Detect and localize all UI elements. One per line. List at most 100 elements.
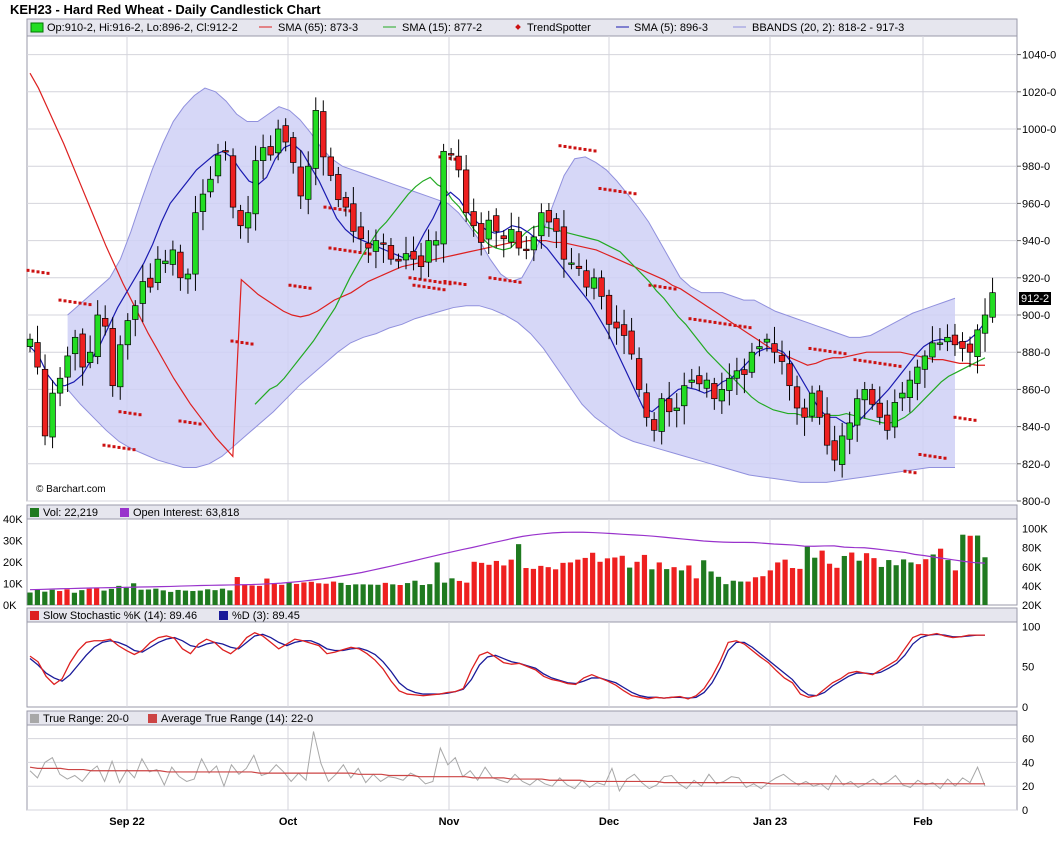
volume-bar-up — [197, 590, 203, 605]
trendspotter-dot — [188, 421, 192, 425]
candle-up — [733, 370, 741, 379]
legend-ohlc: Op:910-2, Hi:916-2, Lo:896-2, Cl:912-2 — [47, 22, 238, 34]
trendspotter-dot — [748, 326, 752, 330]
volume-bar-down — [952, 570, 958, 605]
volume-bar-down — [256, 585, 263, 605]
oi-tick-label: 60K — [1022, 562, 1042, 574]
trendspotter-dot — [838, 351, 842, 355]
volume-tick-label: 0K — [3, 600, 17, 612]
trendspotter-dot — [245, 341, 249, 345]
candle-down — [628, 330, 635, 355]
candle-down — [147, 277, 154, 288]
candle-up — [861, 389, 868, 401]
trendspotter-dot — [968, 418, 972, 422]
candle-down — [598, 277, 605, 297]
trendspotter-dot — [918, 453, 922, 456]
volume-bar-down — [782, 559, 788, 605]
trendspotter-dot — [338, 248, 342, 252]
volume-bar-up — [219, 588, 226, 605]
volume-bar-up — [160, 590, 166, 605]
volume-bar-down — [486, 564, 492, 605]
candle-up — [989, 292, 996, 318]
candle-down — [410, 251, 417, 260]
trendspotter-dot — [438, 280, 442, 284]
trendspotter-dot — [422, 285, 426, 289]
trendspotter-dot — [598, 187, 602, 191]
price-tick-label: 920-0 — [1022, 273, 1050, 285]
trendspotter-dot — [738, 324, 742, 328]
volume-bar-down — [604, 558, 611, 605]
candle-up — [305, 165, 312, 200]
volume-bar-up — [375, 584, 381, 605]
candle-up — [590, 277, 598, 289]
volume-bar-up — [108, 588, 115, 605]
volume-bar-down — [308, 581, 314, 605]
trendspotter-dot — [508, 279, 512, 283]
legend-sma5: SMA (5): 896-3 — [634, 22, 708, 34]
trendspotter-dot — [418, 277, 422, 281]
trendspotter-dot — [112, 445, 116, 449]
candle-up — [906, 379, 913, 398]
trendspotter-dot — [432, 286, 436, 290]
trendspotter-dot — [88, 303, 92, 307]
oi-tick-label: 100K — [1022, 524, 1048, 536]
volume-bar-down — [249, 585, 255, 605]
candle-up — [703, 379, 710, 389]
candle-down — [959, 341, 966, 349]
trendspotter-dot — [868, 360, 872, 364]
x-axis-labels: Sep 22 Oct Nov Dec Jan 23 Feb — [109, 816, 933, 828]
candle-up — [207, 178, 214, 193]
volume-bar-up — [175, 589, 181, 605]
volume-bar-down — [545, 567, 551, 605]
trendspotter-dot — [123, 410, 127, 414]
price-tick-label: 960-0 — [1022, 198, 1050, 210]
volume-bar-down — [86, 588, 92, 605]
trendspotter-dot — [698, 318, 702, 322]
trendspotter-dot — [613, 189, 617, 193]
candle-down — [327, 156, 334, 176]
volume-bar-up — [715, 576, 722, 605]
volume-bar-down — [57, 591, 63, 605]
volume-bar-down — [382, 582, 388, 605]
trendspotter-dot — [728, 323, 732, 327]
candle-up — [124, 320, 131, 346]
volume-bar-up — [390, 584, 396, 605]
candle-up — [673, 407, 680, 411]
volume-bar-down — [597, 561, 603, 605]
candle-up — [929, 342, 936, 358]
candle-up — [688, 379, 695, 383]
candle-down — [515, 231, 522, 249]
trendspotter-dot — [78, 301, 82, 305]
trendspotter-dot — [433, 280, 437, 284]
trendspotter-dot — [493, 277, 497, 281]
volume-bar-up — [286, 582, 292, 605]
trendspotter-dot — [833, 350, 837, 354]
candle-down — [951, 334, 959, 346]
trendspotter-dot — [417, 284, 421, 288]
trendspotter-dot — [428, 279, 432, 283]
candle-up — [839, 435, 846, 465]
candle-up — [914, 366, 921, 384]
candle-down — [357, 226, 365, 240]
volume-bar-up — [353, 584, 359, 605]
trendspotter-dot — [442, 288, 446, 292]
candle-up — [538, 212, 545, 237]
trendspotter-dot — [353, 250, 357, 254]
trendspotter-dot — [127, 447, 131, 451]
candle-up — [974, 329, 981, 358]
trendspotter-dot — [958, 416, 962, 420]
price-legend: Op:910-2, Hi:916-2, Lo:896-2, Cl:912-2 S… — [30, 22, 904, 34]
volume-bar-up — [338, 582, 344, 605]
trendspotter-dot — [453, 281, 457, 285]
candle-up — [56, 377, 64, 394]
tr-swatch — [30, 714, 39, 723]
volume-bar-down — [619, 555, 625, 605]
trendspotter-dot — [828, 349, 832, 353]
volume-bar-down — [656, 562, 662, 605]
candle-up — [936, 342, 944, 345]
trendspotter-dot — [608, 188, 612, 192]
trendspotter-dot — [603, 187, 607, 191]
volume-bar-up — [449, 578, 455, 605]
trendspotter-dot — [333, 247, 337, 251]
open-interest-line — [29, 531, 986, 591]
